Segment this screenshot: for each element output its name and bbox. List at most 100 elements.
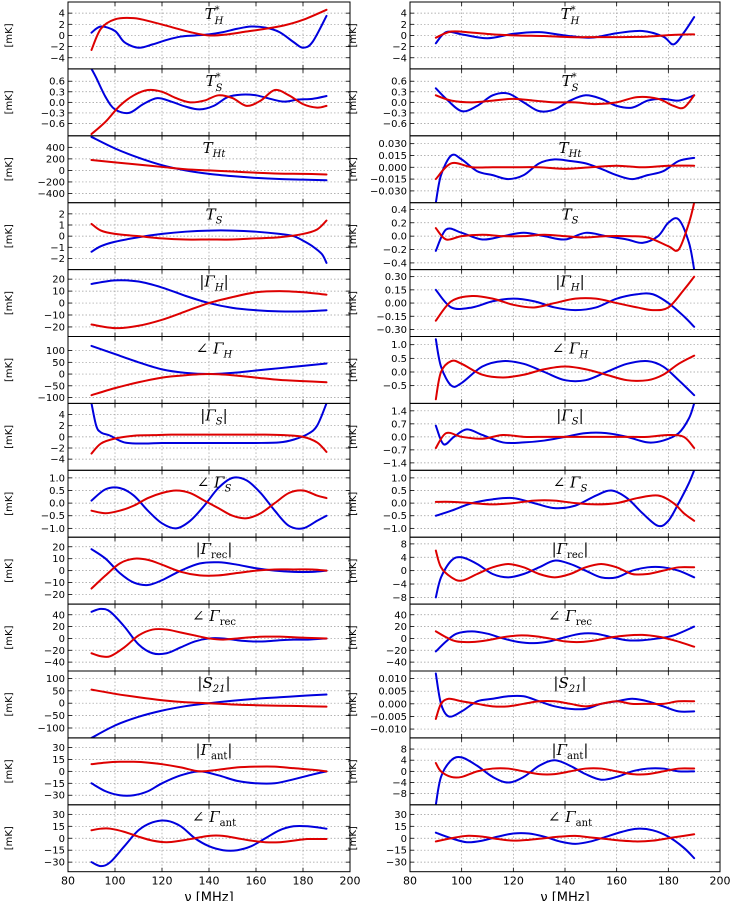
series-line-blue — [434, 153, 696, 203]
y-tick-label: 20 — [394, 622, 407, 633]
y-tick-label: 15 — [394, 822, 407, 833]
y-tick-label: 200 — [46, 154, 65, 165]
y-tick-label: 0.0 — [391, 232, 407, 243]
y-tick-label: −8 — [392, 789, 407, 800]
x-axis-right: 80 100 120 140 160 180 200 ν [MHz] — [403, 875, 730, 901]
y-tick-label: 30 — [52, 810, 65, 821]
y-tick-label: 0 — [59, 166, 65, 177]
panel-title: |Γant| — [196, 741, 233, 762]
series-group — [90, 68, 328, 136]
series-line-red — [434, 833, 696, 843]
panel-title: |ΓS| — [556, 406, 583, 427]
y-tick-label: −30 — [386, 858, 407, 869]
y-tick-label: 0 — [59, 699, 65, 710]
y-tick-label: 4 — [59, 410, 65, 421]
x-tick-label: 140 — [199, 875, 220, 888]
y-axis-label: [mK] — [348, 692, 359, 716]
series-line-red — [90, 219, 328, 241]
x-axis-label: ν [MHz] — [184, 891, 233, 901]
series-line-red — [434, 161, 696, 181]
y-tick-label: −4 — [392, 53, 407, 64]
y-tick-label: 1.0 — [49, 473, 65, 484]
series-line-red — [434, 761, 696, 779]
series-group — [90, 548, 328, 590]
series-line-blue — [434, 556, 696, 599]
y-tick-label: 30 — [394, 810, 407, 821]
series-line-red — [434, 202, 696, 252]
y-axis-label: [mK] — [4, 23, 15, 47]
series-line-red — [90, 373, 328, 397]
series-line-blue — [434, 672, 696, 718]
panel-title: TS — [562, 206, 579, 227]
y-tick-label: 40 — [394, 610, 407, 621]
y-axis-label: [mK] — [4, 692, 15, 716]
series-line-red — [434, 94, 696, 110]
y-tick-label: −20 — [386, 646, 407, 657]
panel-TS-star-left: −0.6−0.30.00.30.6 T* S [mK] — [4, 68, 351, 137]
y-tick-label: −0.015 — [370, 175, 407, 186]
y-tick-label: 0 — [59, 31, 65, 42]
y-tick-label: 20 — [52, 542, 65, 553]
panel-title: THt — [559, 139, 583, 160]
y-tick-label: −100 — [38, 393, 65, 404]
y-tick-label: 20 — [52, 275, 65, 286]
y-tick-label: 0 — [401, 834, 407, 845]
y-tick-label: 4 — [59, 9, 65, 20]
y-tick-label: 400 — [46, 143, 65, 154]
series-group — [434, 16, 696, 46]
series-group — [90, 8, 328, 51]
series-line-red — [434, 549, 696, 582]
y-tick-label: 2 — [401, 20, 407, 31]
y-tick-label: 0.5 — [391, 486, 407, 497]
y-tick-label: 15 — [52, 755, 65, 766]
series-line-blue — [90, 135, 328, 182]
y-tick-label: −0.5 — [383, 511, 407, 522]
y-axis-label: [mK] — [348, 23, 359, 47]
y-tick-label: −4 — [50, 53, 65, 64]
series-line-blue — [434, 288, 696, 328]
y-tick-label: −0.5 — [41, 511, 65, 522]
x-tick-label: 80 — [61, 875, 75, 888]
y-axis-label: [mK] — [4, 90, 15, 114]
series-line-red — [90, 489, 328, 520]
y-tick-label: 0.005 — [378, 687, 407, 698]
y-tick-label: 4 — [401, 553, 407, 564]
y-axis-label: [mK] — [348, 90, 359, 114]
series-line-blue — [434, 755, 696, 805]
y-tick-label: −100 — [38, 723, 65, 734]
y-axis-label: [mK] — [4, 625, 15, 649]
y-tick-label: −50 — [44, 381, 65, 392]
series-group — [90, 344, 328, 397]
series-line-blue — [90, 229, 328, 264]
y-tick-label: −20 — [44, 646, 65, 657]
series-line-red — [90, 88, 328, 136]
y-tick-label: −8 — [392, 593, 407, 604]
series-line-blue — [90, 819, 328, 868]
series-group — [434, 87, 696, 113]
series-line-red — [434, 275, 696, 322]
y-tick-label: 40 — [52, 610, 65, 621]
x-axis-left: 80 100 120 140 160 180 200 ν [MHz] — [61, 875, 361, 901]
y-tick-label: −0.4 — [383, 258, 407, 269]
x-tick-label: 160 — [246, 875, 267, 888]
series-group — [434, 549, 696, 599]
y-tick-label: −200 — [38, 177, 65, 188]
series-line-red — [434, 697, 696, 720]
y-axis-label: [mK] — [4, 224, 15, 248]
y-tick-label: 1.0 — [391, 473, 407, 484]
y-tick-label: 0.00 — [385, 299, 407, 310]
y-tick-label: −10 — [44, 578, 65, 589]
y-tick-label: 0.0 — [391, 367, 407, 378]
y-tick-label: −2 — [50, 254, 65, 265]
series-line-blue — [434, 338, 696, 397]
x-tick-label: 180 — [658, 875, 679, 888]
y-axis-label: [mK] — [348, 291, 359, 315]
panel-GammaRec-mag-right: −8 −4 0 4 8 |Γrec| [mK] — [348, 536, 721, 605]
